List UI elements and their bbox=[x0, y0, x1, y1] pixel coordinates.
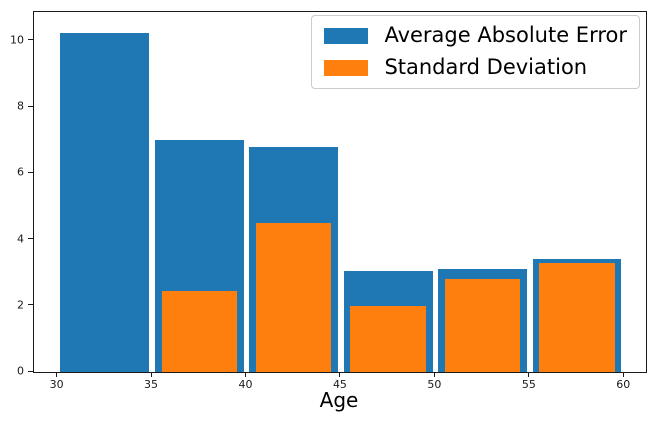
x-tick-mark-30 bbox=[56, 372, 58, 377]
x-tick-mark-45 bbox=[339, 372, 341, 377]
x-tick-mark-60 bbox=[622, 372, 624, 377]
legend-swatch-orange bbox=[324, 59, 369, 76]
legend-label: Standard Deviation bbox=[384, 55, 588, 80]
x-tick-mark-35 bbox=[150, 372, 152, 377]
x-tick-label-50: 50 bbox=[427, 378, 442, 391]
y-tick-label-0: 0 bbox=[17, 364, 24, 378]
legend: Average Absolute Error Standard Deviatio… bbox=[311, 15, 640, 90]
y-tick-label-8: 8 bbox=[17, 99, 24, 113]
y-tick-label-6: 6 bbox=[17, 165, 24, 179]
x-tick-label-55: 55 bbox=[521, 378, 536, 391]
bar-avg-abs-error-30-35 bbox=[60, 32, 150, 372]
y-tick-mark-8 bbox=[28, 105, 33, 107]
y-tick-mark-0 bbox=[28, 370, 33, 372]
y-tick-mark-4 bbox=[28, 238, 33, 240]
legend-item-standard-deviation: Standard Deviation bbox=[324, 55, 627, 80]
y-tick-label-10: 10 bbox=[10, 33, 24, 47]
plot-area: Average Absolute Error Standard Deviatio… bbox=[33, 11, 647, 373]
legend-label: Average Absolute Error bbox=[384, 23, 627, 47]
bar-std-dev-45-50 bbox=[350, 305, 426, 372]
x-axis-ticks: 30 35 40 45 50 55 60 bbox=[33, 372, 645, 394]
y-tick-mark-2 bbox=[28, 304, 33, 306]
x-tick-mark-40 bbox=[244, 372, 246, 377]
x-tick-label-60: 60 bbox=[616, 378, 631, 391]
y-tick-mark-10 bbox=[28, 39, 33, 41]
x-tick-mark-50 bbox=[433, 372, 435, 377]
bar-std-dev-50-55 bbox=[444, 279, 521, 372]
y-tick-mark-6 bbox=[28, 171, 33, 173]
bar-std-dev-40-45 bbox=[255, 222, 332, 372]
x-tick-label-40: 40 bbox=[238, 378, 253, 391]
x-tick-label-35: 35 bbox=[144, 378, 159, 391]
y-axis-ticks: 0 2 4 6 8 10 bbox=[0, 11, 33, 378]
x-tick-label-30: 30 bbox=[49, 378, 64, 391]
x-tick-label-45: 45 bbox=[332, 378, 347, 391]
legend-swatch-blue bbox=[324, 27, 369, 44]
x-axis-label: Age bbox=[319, 388, 359, 412]
bar-std-dev-55-60 bbox=[539, 262, 615, 372]
legend-item-average-absolute-error: Average Absolute Error bbox=[324, 23, 627, 48]
y-tick-label-4: 4 bbox=[17, 232, 24, 246]
y-tick-label-2: 2 bbox=[17, 298, 24, 312]
x-tick-mark-55 bbox=[528, 372, 530, 377]
bar-std-dev-35-40 bbox=[161, 290, 238, 372]
